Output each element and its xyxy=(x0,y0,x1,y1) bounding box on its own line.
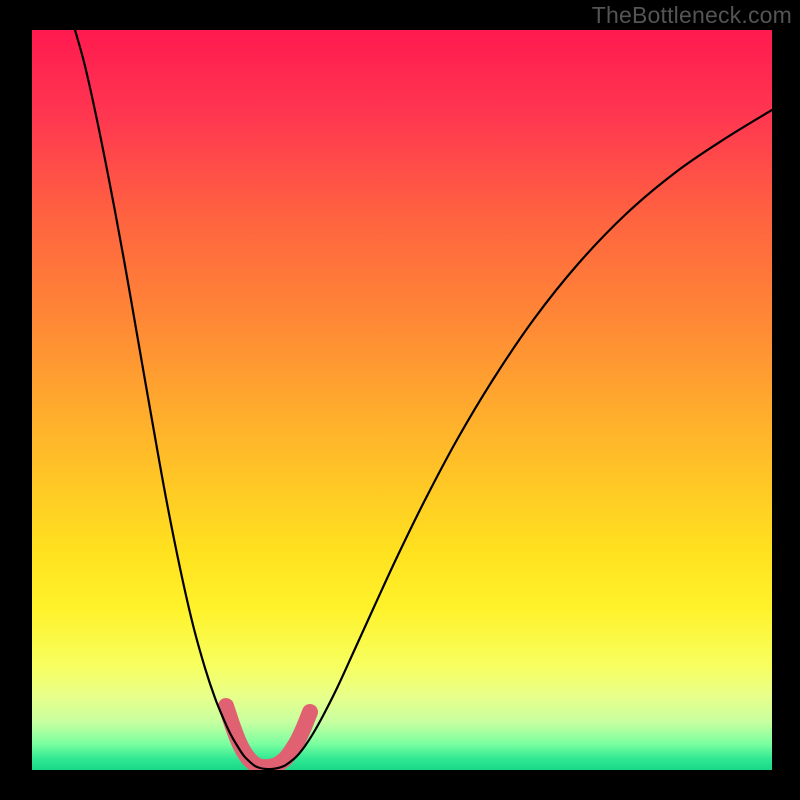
plot-area xyxy=(32,30,772,770)
watermark-text: TheBottleneck.com xyxy=(592,2,792,29)
gradient-background xyxy=(32,30,772,770)
plot-svg xyxy=(32,30,772,770)
chart-frame: TheBottleneck.com xyxy=(0,0,800,800)
